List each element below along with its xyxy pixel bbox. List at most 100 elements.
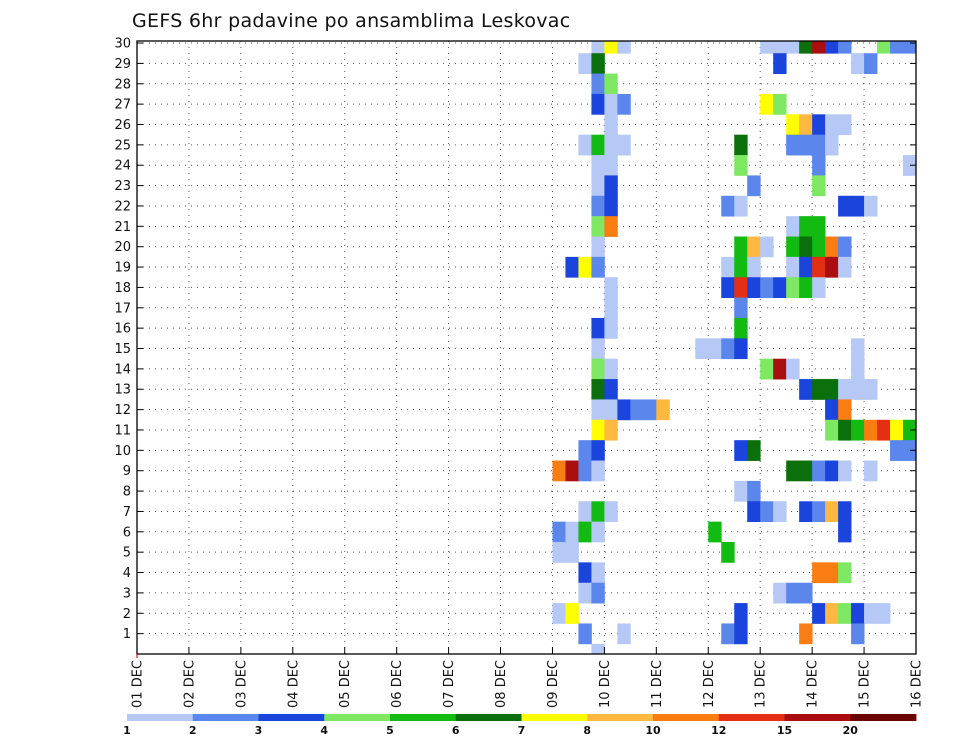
heatmap-cell [734,195,748,217]
y-tick-label: 23 [114,179,131,194]
heatmap-cell [825,460,839,482]
heatmap-cell [604,73,618,95]
heatmap-cell [864,195,878,217]
heatmap-cell [734,155,748,176]
legend-swatch [784,714,851,721]
heatmap-cell [695,338,709,360]
y-tick-label: 11 [114,423,131,438]
heatmap-cell [591,216,605,237]
y-tick-label: 27 [114,98,131,113]
heatmap-cell [812,277,826,299]
heatmap-cell [604,155,618,176]
heatmap-cell [838,236,852,258]
heatmap-cell [786,114,800,136]
heatmap-cell [591,440,605,461]
heatmap-cell [578,440,592,461]
heatmap-cell [786,216,800,237]
legend-label: 2 [189,724,197,737]
heatmap-cell [604,216,618,237]
heatmap-cell [734,297,748,319]
y-tick-label: 4 [123,566,131,581]
heatmap-cell [799,256,813,278]
heatmap-cell [812,603,826,624]
y-tick-label: 20 [114,240,131,255]
heatmap-cell [734,134,748,156]
heatmap-cell [812,236,826,258]
heatmap-cell [591,358,605,380]
y-tick-label: 5 [123,546,131,561]
heatmap-cell [786,41,800,54]
heatmap-cell [734,338,748,360]
heatmap-cell [760,41,774,54]
heatmap-cell [604,195,618,217]
heatmap-cell [591,155,605,176]
heatmap-cell [864,379,878,400]
heatmap-cell [812,41,826,54]
x-tick-label: 05 DEC [338,660,353,708]
heatmap-cell [838,460,852,482]
heatmap-cell [799,501,813,523]
y-tick-label: 6 [123,525,131,540]
y-tick-label: 9 [123,464,131,479]
heatmap-cell [838,419,852,441]
x-tick-label: 06 DEC [390,660,405,708]
heatmap-cell [812,114,826,136]
y-tick-label: 21 [114,220,131,235]
legend-label: 4 [320,724,328,737]
y-tick-label: 15 [114,342,131,357]
heatmap-cell [799,134,813,156]
heatmap-cell [760,236,774,258]
heatmap-cell [812,134,826,156]
heatmap-cell [734,236,748,258]
y-tick-label: 29 [114,57,131,72]
legend-swatch [850,714,917,721]
y-tick-label: 1 [123,627,131,642]
heatmap-cell [799,236,813,258]
heatmap-cell [747,277,761,299]
legend-label: 1 [123,724,131,737]
x-tick-label: 14 DEC [806,660,821,708]
y-tick-label: 2 [123,607,131,622]
heatmap-cell [773,93,787,115]
heatmap-cell [604,379,618,400]
heatmap-cell [851,358,865,380]
heatmap-cell [643,399,657,421]
heatmap-cell [552,521,566,543]
y-tick-label: 28 [114,77,131,92]
heatmap-cell [760,358,774,380]
y-tick-label: 10 [114,444,131,459]
heatmap-cell [786,358,800,380]
heatmap-cell [786,277,800,299]
heatmap-cell [799,582,813,604]
heatmap-cell [656,399,670,421]
heatmap-cell [565,603,579,624]
legend-swatch [390,714,457,721]
heatmap-cell [903,41,916,54]
heatmap-cell [591,73,605,95]
heatmap-cell [604,277,618,299]
heatmap-cell [721,256,735,278]
heatmap-cell [604,297,618,319]
heatmap-cell [838,562,852,584]
heatmap-cell [812,501,826,523]
heatmap-cell [591,53,605,74]
heatmap-cell [825,41,839,54]
x-tick-label: 03 DEC [234,660,249,708]
heatmap-cell [838,379,852,400]
heatmap-cell [812,460,826,482]
heatmap-cell [747,236,761,258]
heatmap-cell [721,541,735,563]
heatmap-cell [734,623,748,645]
legend-swatch [587,714,654,721]
y-tick-label: 12 [114,403,131,418]
heatmap-cell [604,41,618,54]
legend-label: 20 [843,724,859,737]
heatmap-cell [890,440,904,461]
heatmap-cell [604,419,618,441]
heatmap-cell [578,562,592,584]
heatmap-cell [578,521,592,543]
plot-frame [136,40,917,655]
heatmap-cell [773,358,787,380]
heatmap-cell [565,541,579,563]
